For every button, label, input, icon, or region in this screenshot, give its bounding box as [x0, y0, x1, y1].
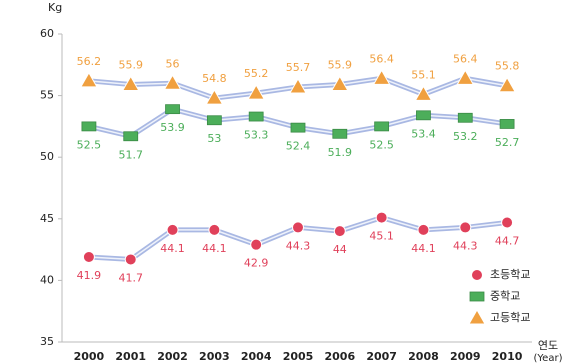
marker	[165, 104, 180, 115]
value-label: 51.9	[328, 146, 353, 159]
x-axis-label: 연도	[538, 339, 558, 352]
value-label: 55.1	[411, 68, 436, 81]
y-tick-label: 45	[40, 212, 54, 225]
marker	[333, 225, 346, 238]
x-tick-label: 2003	[199, 350, 230, 363]
x-tick-label: 2001	[115, 350, 146, 363]
marker	[82, 250, 95, 263]
marker	[163, 74, 182, 90]
x-tick-label: 2009	[450, 350, 481, 363]
y-axis-label: Kg	[48, 1, 62, 14]
marker	[289, 77, 307, 94]
marker	[292, 221, 304, 234]
value-label: 55.9	[118, 59, 143, 72]
value-label: 52.5	[369, 138, 394, 151]
value-label: 44.1	[411, 242, 436, 255]
y-tick-label: 40	[40, 273, 54, 286]
value-label: 44.1	[202, 242, 227, 255]
legend-marker	[471, 269, 483, 281]
x-tick-label: 2006	[325, 350, 356, 363]
marker	[248, 111, 264, 122]
legend-label: 중학교	[490, 290, 520, 303]
value-label: 55.9	[328, 59, 353, 72]
value-label: 53.9	[160, 121, 185, 134]
value-label: 52.4	[286, 140, 311, 153]
marker	[375, 211, 388, 224]
value-label: 53.2	[453, 130, 478, 143]
marker	[205, 89, 224, 105]
value-label: 51.7	[118, 148, 143, 161]
value-label: 55.7	[286, 61, 311, 74]
marker	[499, 119, 515, 129]
x-tick-label: 2000	[74, 350, 105, 363]
value-label: 44.1	[160, 242, 185, 255]
marker	[459, 221, 472, 234]
marker	[501, 216, 514, 229]
value-label: 52.5	[77, 138, 102, 151]
legend-marker	[468, 308, 486, 325]
value-label: 41.7	[118, 271, 143, 284]
value-label: 53	[207, 132, 221, 145]
x-tick-label: 2004	[241, 350, 272, 363]
x-tick-label: 2010	[492, 350, 523, 363]
marker	[414, 85, 433, 101]
marker	[372, 69, 391, 85]
value-label: 44.3	[453, 239, 478, 252]
y-tick-label: 50	[40, 150, 54, 163]
marker	[206, 115, 222, 126]
value-label: 53.4	[411, 127, 436, 140]
value-label: 42.9	[244, 257, 269, 270]
x-tick-label: 2005	[283, 350, 314, 363]
marker	[290, 122, 306, 133]
value-label: 56.2	[77, 55, 102, 68]
value-label: 45.1	[369, 230, 394, 243]
marker	[208, 223, 221, 236]
marker	[332, 128, 348, 139]
value-label: 55.2	[244, 67, 269, 80]
value-label: 56.4	[369, 52, 394, 65]
marker	[417, 223, 430, 236]
marker	[374, 121, 390, 132]
marker	[81, 121, 97, 132]
x-tick-label: 2002	[157, 350, 188, 363]
marker	[498, 76, 516, 93]
marker	[456, 69, 475, 85]
legend-marker	[469, 291, 485, 302]
marker	[330, 75, 349, 92]
x-axis-label-sub: (Year)	[534, 353, 563, 364]
marker	[80, 71, 98, 88]
legend-label: 고등학교	[490, 311, 530, 324]
value-label: 41.9	[77, 269, 102, 282]
marker	[124, 253, 137, 266]
value-label: 44.3	[286, 239, 311, 252]
marker	[121, 75, 140, 92]
value-label: 56	[166, 57, 180, 70]
marker	[123, 131, 139, 142]
legend-label: 초등학교	[490, 268, 530, 281]
marker	[166, 223, 179, 236]
x-tick-label: 2008	[408, 350, 439, 363]
value-label: 52.7	[495, 136, 520, 149]
marker	[250, 238, 263, 251]
value-label: 44.7	[495, 234, 520, 247]
value-label: 53.3	[244, 129, 269, 142]
marker	[247, 84, 266, 100]
value-label: 55.8	[495, 60, 520, 73]
marker	[457, 112, 473, 123]
value-label: 54.8	[202, 72, 227, 85]
y-tick-label: 35	[40, 335, 54, 348]
y-tick-label: 55	[40, 89, 54, 102]
y-tick-label: 60	[40, 27, 54, 40]
value-label: 44	[333, 243, 347, 256]
x-tick-label: 2007	[366, 350, 397, 363]
marker	[416, 110, 431, 121]
value-label: 56.4	[453, 52, 478, 65]
